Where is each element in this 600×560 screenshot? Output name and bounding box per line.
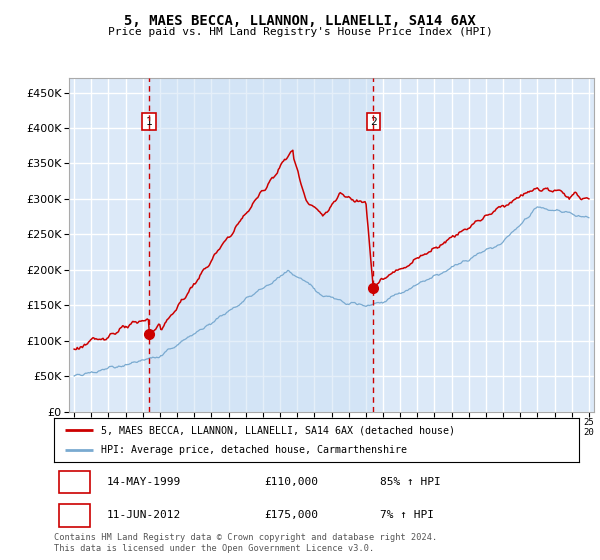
Text: 14-MAY-1999: 14-MAY-1999 xyxy=(107,477,181,487)
Text: 1: 1 xyxy=(146,116,152,127)
Text: £110,000: £110,000 xyxy=(264,477,318,487)
FancyBboxPatch shape xyxy=(59,471,90,493)
Text: Price paid vs. HM Land Registry's House Price Index (HPI): Price paid vs. HM Land Registry's House … xyxy=(107,27,493,37)
Text: Contains HM Land Registry data © Crown copyright and database right 2024.
This d: Contains HM Land Registry data © Crown c… xyxy=(54,533,437,553)
FancyBboxPatch shape xyxy=(59,504,90,527)
Text: 5, MAES BECCA, LLANNON, LLANELLI, SA14 6AX: 5, MAES BECCA, LLANNON, LLANELLI, SA14 6… xyxy=(124,14,476,28)
Text: 11-JUN-2012: 11-JUN-2012 xyxy=(107,510,181,520)
Text: 7% ↑ HPI: 7% ↑ HPI xyxy=(380,510,433,520)
Text: £175,000: £175,000 xyxy=(264,510,318,520)
Text: 2: 2 xyxy=(71,510,78,520)
Text: 85% ↑ HPI: 85% ↑ HPI xyxy=(380,477,440,487)
Text: 5, MAES BECCA, LLANNON, LLANELLI, SA14 6AX (detached house): 5, MAES BECCA, LLANNON, LLANELLI, SA14 6… xyxy=(101,425,455,435)
Text: 1: 1 xyxy=(71,477,78,487)
Text: HPI: Average price, detached house, Carmarthenshire: HPI: Average price, detached house, Carm… xyxy=(101,445,407,455)
Text: 2: 2 xyxy=(370,116,377,127)
Bar xyxy=(149,78,373,412)
